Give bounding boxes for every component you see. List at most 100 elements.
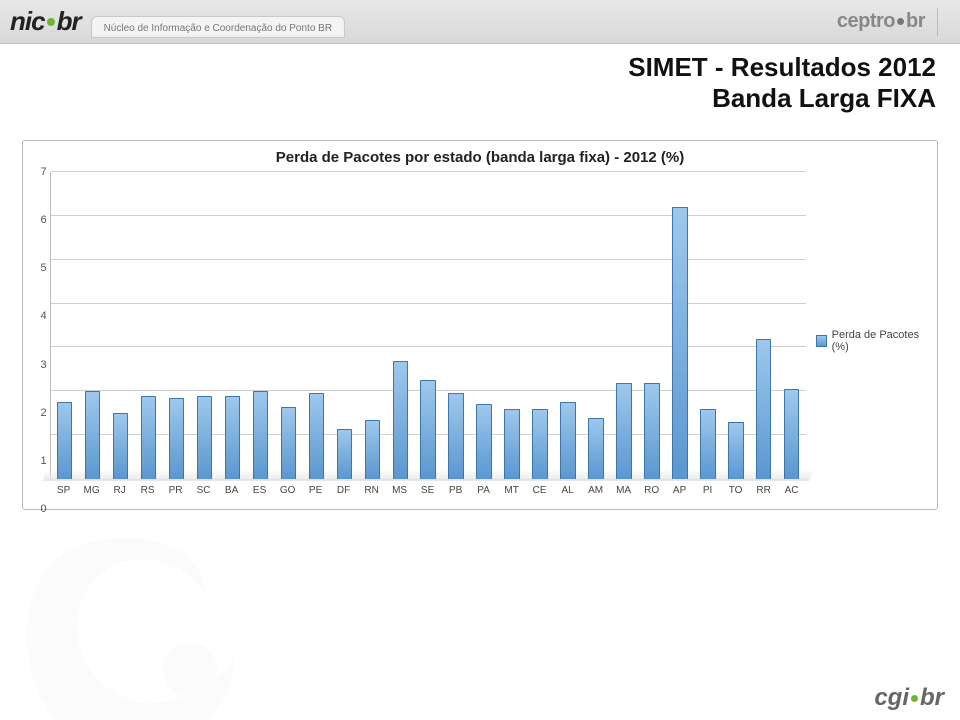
y-tick: 3: [40, 359, 46, 371]
bar-slot: [582, 172, 610, 479]
bar: [253, 391, 268, 479]
y-axis: 01234567: [31, 172, 50, 509]
bar: [57, 402, 72, 479]
bar: [337, 429, 352, 479]
bar: [784, 389, 799, 479]
divider: [937, 8, 938, 36]
bar: [672, 207, 687, 479]
bar-slot: [638, 172, 666, 479]
x-label: SE: [414, 485, 442, 496]
header-bar: nic br Núcleo de Informação e Coordenaçã…: [0, 0, 960, 44]
x-label: DF: [330, 485, 358, 496]
org-name-label: Núcleo de Informação e Coordenação do Po…: [104, 23, 332, 34]
bar-slot: [470, 172, 498, 479]
bar-slot: [51, 172, 79, 479]
bar-slot: [330, 172, 358, 479]
slide-title-2: Banda Larga FIXA: [628, 83, 936, 114]
bar-slot: [79, 172, 107, 479]
x-label: AL: [554, 485, 582, 496]
bar-slot: [498, 172, 526, 479]
y-tick: 1: [40, 455, 46, 467]
bar-slot: [610, 172, 638, 479]
bar: [85, 391, 100, 479]
bar: [532, 409, 547, 479]
dot-icon: [47, 18, 55, 26]
x-label: PB: [442, 485, 470, 496]
bar-slot: [274, 172, 302, 479]
bar-slot: [414, 172, 442, 479]
legend-swatch: [816, 335, 827, 347]
slide-title-block: SIMET - Resultados 2012 Banda Larga FIXA: [628, 52, 936, 114]
legend-label: Perda de Pacotes (%): [832, 329, 929, 353]
nic-logo-suffix: br: [57, 6, 81, 37]
bar: [476, 404, 491, 479]
y-tick: 7: [40, 166, 46, 178]
bar: [281, 407, 296, 479]
bar: [644, 383, 659, 479]
cgi-logo: cgi br: [874, 684, 944, 712]
ceptro-logo: ceptro br: [837, 10, 925, 33]
bar-slot: [442, 172, 470, 479]
plot-area: [50, 172, 806, 481]
watermark-icon: [0, 490, 310, 720]
bar: [393, 361, 408, 479]
x-label: TO: [722, 485, 750, 496]
ceptro-logo-text: ceptro: [837, 10, 895, 33]
chart-title: Perda de Pacotes por estado (banda larga…: [31, 149, 929, 166]
bar: [728, 422, 743, 479]
x-label: AP: [666, 485, 694, 496]
ceptro-logo-suffix: br: [906, 10, 925, 33]
bar: [169, 398, 184, 479]
bar-slot: [190, 172, 218, 479]
bar: [141, 396, 156, 479]
bar-slot: [694, 172, 722, 479]
bar-slot: [302, 172, 330, 479]
nic-logo-dotbr: br: [45, 6, 81, 37]
bar: [504, 409, 519, 479]
bar-slot: [162, 172, 190, 479]
y-tick: 6: [40, 214, 46, 226]
dot-icon: [911, 695, 918, 702]
bar: [448, 393, 463, 479]
x-label: RN: [358, 485, 386, 496]
x-label: MS: [386, 485, 414, 496]
ceptro-logo-dotbr: br: [895, 10, 925, 33]
legend: Perda de Pacotes (%): [806, 172, 929, 509]
x-label: RO: [638, 485, 666, 496]
bar: [420, 380, 435, 479]
bar: [756, 339, 771, 479]
bar-slot: [666, 172, 694, 479]
y-tick: 5: [40, 262, 46, 274]
chart-body: 01234567 SPMGRJRSPRSCBAESGOPEDFRNMSSEPBP…: [31, 172, 929, 509]
bar-slot: [750, 172, 778, 479]
x-label: CE: [526, 485, 554, 496]
org-name-tab: Núcleo de Informação e Coordenação do Po…: [91, 16, 345, 38]
x-label: PA: [470, 485, 498, 496]
bars-container: [51, 172, 806, 479]
bar: [588, 418, 603, 479]
chart-panel: Perda de Pacotes por estado (banda larga…: [22, 140, 938, 510]
x-label: PI: [694, 485, 722, 496]
bar-slot: [107, 172, 135, 479]
bar-slot: [386, 172, 414, 479]
bar-slot: [778, 172, 806, 479]
bar-slot: [218, 172, 246, 479]
cgi-logo-suffix: br: [920, 684, 944, 712]
nic-logo: nic br: [10, 6, 81, 37]
cgi-logo-text: cgi: [874, 684, 909, 712]
x-label: AC: [778, 485, 806, 496]
plot-column: SPMGRJRSPRSCBAESGOPEDFRNMSSEPBPAMTCEALAM…: [50, 172, 806, 509]
bar: [560, 402, 575, 479]
bar-slot: [722, 172, 750, 479]
bar-slot: [358, 172, 386, 479]
bar: [365, 420, 380, 479]
bar: [197, 396, 212, 479]
x-label: AM: [582, 485, 610, 496]
x-label: RR: [750, 485, 778, 496]
x-label: MT: [498, 485, 526, 496]
x-label: MA: [610, 485, 638, 496]
bar-slot: [135, 172, 163, 479]
bar: [616, 383, 631, 479]
dot-icon: [897, 18, 904, 25]
bar: [113, 413, 128, 479]
